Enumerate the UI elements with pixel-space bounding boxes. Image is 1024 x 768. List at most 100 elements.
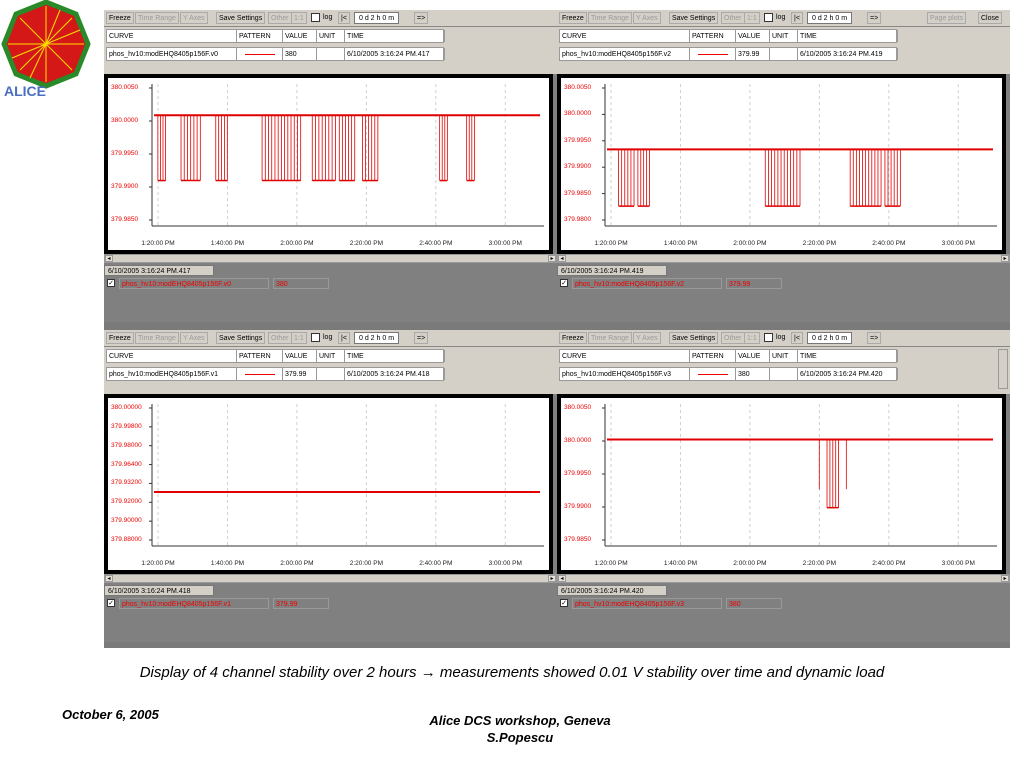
save-settings-button[interactable]: Save Settings [669,332,719,344]
y-axes-button[interactable]: Y Axes [180,12,208,24]
save-settings-button[interactable]: Save Settings [216,12,266,24]
curve-table-row[interactable]: phos_hv10:modEHQ8405p156F.v1 379.99 6/10/2… [106,367,445,381]
curve-visible-checkbox[interactable]: ✓ [560,599,568,607]
legend-curve-value: 380 [726,598,782,609]
next-page-button[interactable]: => [414,332,429,344]
y-axes-button[interactable]: Y Axes [633,12,661,24]
x-tick-label: 2:20:00 PM [349,240,383,247]
trend-chart [602,84,997,227]
curve-visible-checkbox[interactable]: ✓ [107,279,115,287]
cell-value: 379.99 [283,368,317,380]
one-to-one-button[interactable]: 1:1 [744,332,760,344]
log-checkbox[interactable] [311,13,320,22]
curve-visible-checkbox[interactable]: ✓ [560,279,568,287]
scroll-right-arrow[interactable]: ▸ [1001,255,1009,262]
cell-curve: phos_hv10:modEHQ8405p156F.v1 [107,368,237,380]
x-tick-label: 1:20:00 PM [141,560,175,567]
freeze-button[interactable]: Freeze [559,12,587,24]
scroll-right-arrow[interactable]: ▸ [1001,575,1009,582]
time-range-button[interactable]: Time Range [588,12,632,24]
freeze-button[interactable]: Freeze [106,12,134,24]
next-page-button[interactable]: => [867,12,882,24]
next-page-button[interactable]: => [867,332,882,344]
timespan-field[interactable]: 0 d 2 h 0 m [354,332,400,344]
x-tick-label: 2:00:00 PM [733,560,767,567]
first-page-button[interactable]: |< [338,12,350,24]
header-pattern: PATTERN [237,30,283,42]
curve-visible-checkbox[interactable]: ✓ [107,599,115,607]
header-time: TIME [345,30,445,42]
cell-unit [770,48,798,60]
freeze-button[interactable]: Freeze [106,332,134,344]
time-scrollbar[interactable]: ◂ ▸ [557,574,1010,583]
other-button[interactable]: Other [721,12,745,24]
trend-plot[interactable]: 1:20:00 PM 1:40:00 PM 2:00:00 PM 2:20:00 PM… [108,398,549,570]
one-to-one-button[interactable]: 1:1 [291,332,307,344]
time-scrollbar[interactable]: ◂ ▸ [104,574,557,583]
scroll-left-arrow[interactable]: ◂ [105,255,113,262]
scroll-left-arrow[interactable]: ◂ [558,575,566,582]
time-range-button[interactable]: Time Range [135,332,179,344]
freeze-button[interactable]: Freeze [559,332,587,344]
other-button[interactable]: Other [268,332,292,344]
first-page-button[interactable]: |< [338,332,350,344]
log-checkbox[interactable] [311,333,320,342]
trend-plot[interactable]: 1:20:00 PM 1:40:00 PM 2:00:00 PM 2:20:00 PM… [561,398,1002,570]
y-axes-button[interactable]: Y Axes [180,332,208,344]
trend-panel-2: Freeze Time Range Y Axes Save Settings Other… [557,10,1010,322]
log-checkbox[interactable] [764,13,773,22]
time-scrollbar[interactable]: ◂ ▸ [557,254,1010,263]
time-range-button[interactable]: Time Range [588,332,632,344]
next-page-button[interactable]: => [414,12,429,24]
legend-curve-value: 380 [273,278,329,289]
table-scrollbar[interactable] [998,349,1008,389]
header-value: VALUE [736,350,770,362]
log-label: log [323,334,333,341]
close-button[interactable]: Close [978,12,1002,24]
x-tick-label: 2:00:00 PM [280,240,314,247]
trend-panel-3: Freeze Time Range Y Axes Save Settings Other… [104,330,557,642]
x-tick-label: 1:20:00 PM [594,240,628,247]
time-range-button[interactable]: Time Range [135,12,179,24]
y-tick-label: 379.9900 [564,163,592,171]
legend-curve-name: phos_hv10:modEHQ8405p156F.v2 [572,278,722,289]
one-to-one-button[interactable]: 1:1 [744,12,760,24]
cell-pattern [690,368,736,380]
x-tick-label: 2:40:00 PM [419,240,453,247]
one-to-one-button[interactable]: 1:1 [291,12,307,24]
header-time: TIME [345,350,445,362]
cell-pattern [690,48,736,60]
other-button[interactable]: Other [721,332,745,344]
other-button[interactable]: Other [268,12,292,24]
pattern-swatch [245,373,275,375]
save-settings-button[interactable]: Save Settings [669,12,719,24]
x-tick-label: 3:00:00 PM [488,240,522,247]
footer-date: October 6, 2005 [62,707,159,722]
y-tick-label: 379.99800 [111,422,142,430]
y-tick-label: 379.9950 [111,150,139,157]
cell-unit [317,368,345,380]
trend-plot[interactable]: 1:20:00 PM 1:40:00 PM 2:00:00 PM 2:20:00 PM… [561,78,1002,250]
scroll-left-arrow[interactable]: ◂ [105,575,113,582]
page-plots-button[interactable]: Page plots [927,12,967,24]
curve-table-row[interactable]: phos_hv10:modEHQ8405p156F.v0 380 6/10/2005… [106,47,445,61]
scroll-right-arrow[interactable]: ▸ [548,575,556,582]
curve-table-header: CURVE PATTERN VALUE UNIT TIME [559,29,898,43]
x-tick-label: 2:00:00 PM [280,560,314,567]
curve-table-row[interactable]: phos_hv10:modEHQ8405p156F.v2 379.99 6/10/2… [559,47,898,61]
curve-table: CURVE PATTERN VALUE UNIT TIME phos_hv10:modEH… [557,347,1010,394]
scroll-left-arrow[interactable]: ◂ [558,255,566,262]
y-axes-button[interactable]: Y Axes [633,332,661,344]
scroll-right-arrow[interactable]: ▸ [548,255,556,262]
trend-plot[interactable]: 1:20:00 PM 1:40:00 PM 2:00:00 PM 2:20:00 PM… [108,78,549,250]
timespan-field[interactable]: 0 d 2 h 0 m [807,332,853,344]
save-settings-button[interactable]: Save Settings [216,332,266,344]
log-checkbox[interactable] [764,333,773,342]
first-page-button[interactable]: |< [791,332,803,344]
time-scrollbar[interactable]: ◂ ▸ [104,254,557,263]
first-page-button[interactable]: |< [791,12,803,24]
timespan-field[interactable]: 0 d 2 h 0 m [354,12,400,24]
timespan-field[interactable]: 0 d 2 h 0 m [807,12,853,24]
curve-table-row[interactable]: phos_hv10:modEHQ8405p156F.v3 380 6/10/2005… [559,367,898,381]
x-tick-label: 3:00:00 PM [941,240,975,247]
